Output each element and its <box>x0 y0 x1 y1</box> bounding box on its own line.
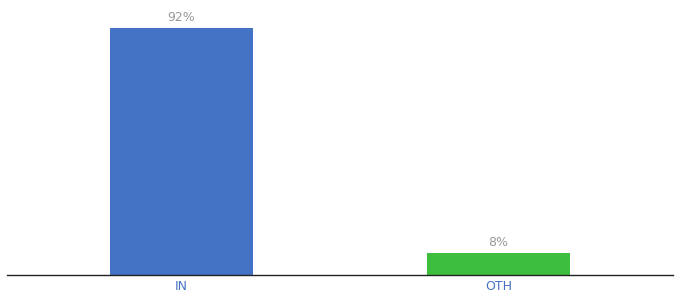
Bar <box>110 28 253 274</box>
Bar <box>427 253 570 274</box>
Text: 8%: 8% <box>489 236 509 249</box>
Text: 92%: 92% <box>167 11 195 24</box>
